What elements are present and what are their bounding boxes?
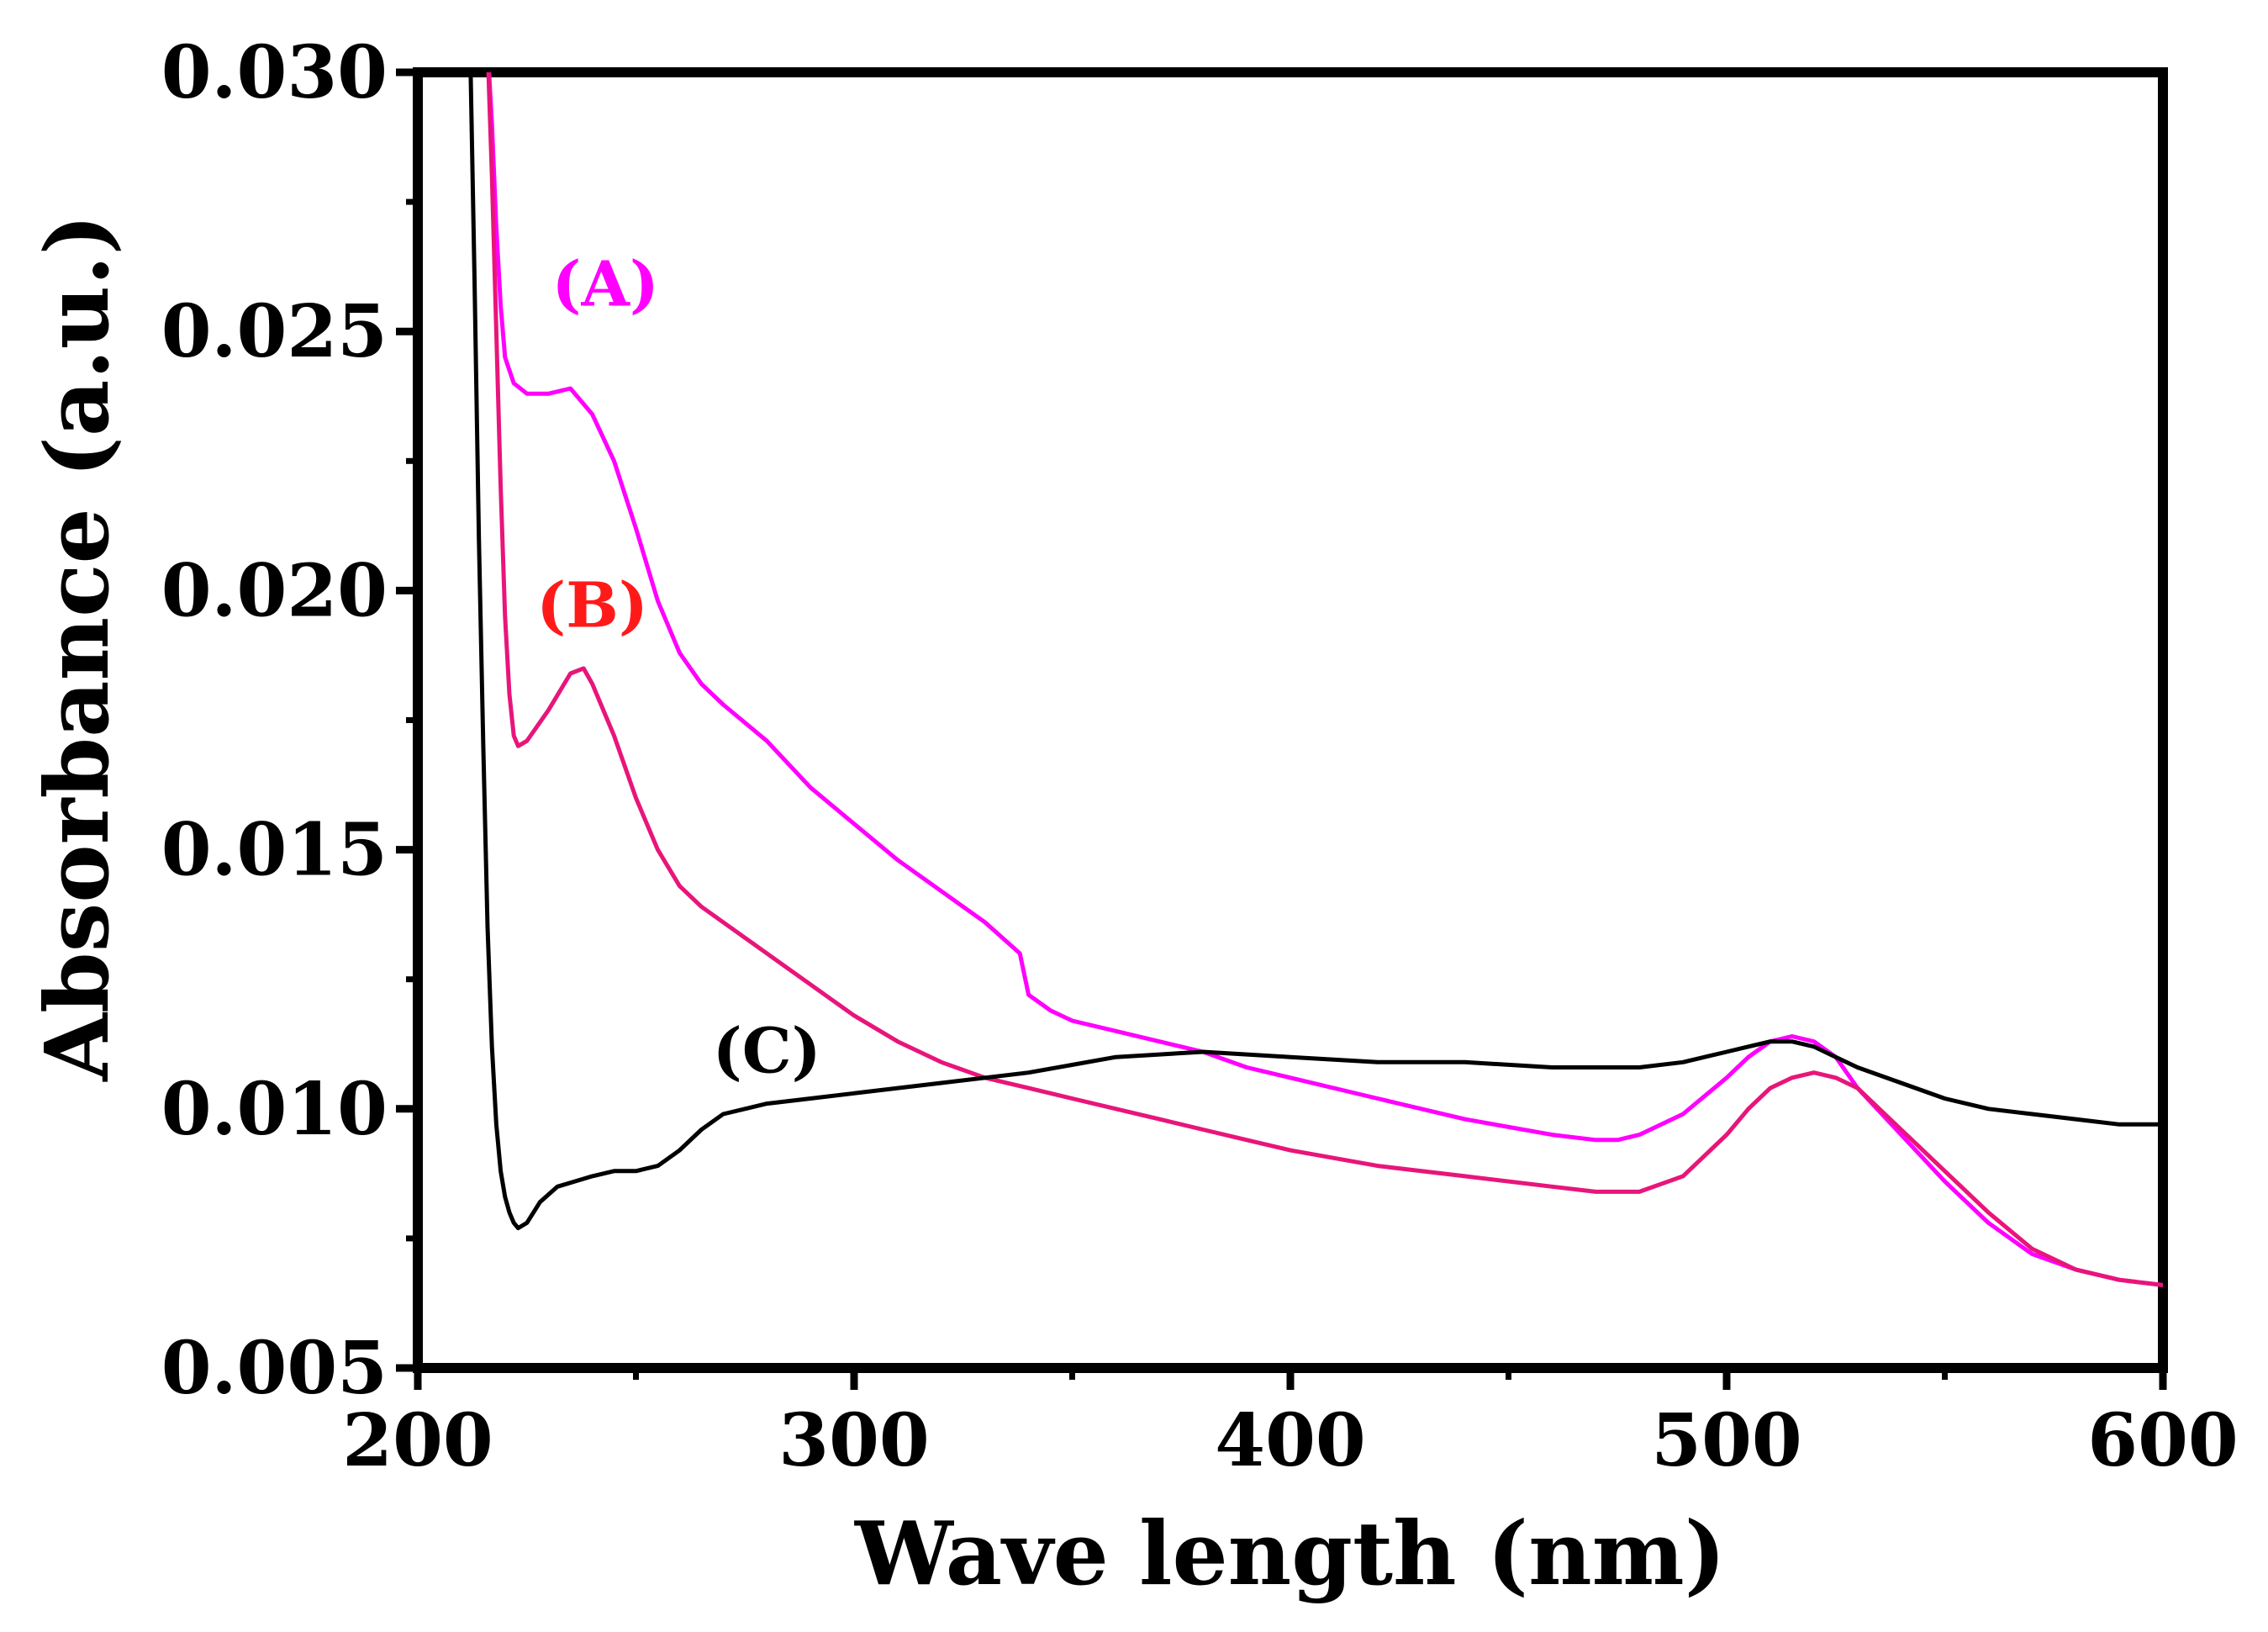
- series-line-a: [487, 72, 2163, 1287]
- y-tick-label: 0.025: [161, 289, 388, 374]
- x-axis-title: Wave length (nm): [854, 1502, 1726, 1605]
- x-tick-label: 600: [2087, 1398, 2239, 1483]
- x-axis: 200 300 400 500 600: [342, 1368, 2239, 1483]
- y-tick-label: 0.030: [161, 30, 388, 115]
- series-line-c: [468, 72, 2163, 1231]
- y-tick-label: 0.005: [161, 1326, 388, 1411]
- y-tick-label: 0.020: [161, 548, 388, 633]
- series-label-b: (B): [536, 570, 648, 642]
- y-tick-label: 0.015: [161, 808, 388, 893]
- y-axis-title: Absorbance (a.u.): [25, 214, 129, 1081]
- x-tick-label: 500: [1651, 1398, 1802, 1483]
- series-line-b: [486, 72, 2163, 1287]
- y-tick-label: 0.010: [161, 1067, 388, 1152]
- x-tick-label: 400: [1215, 1398, 1366, 1483]
- y-axis: 0.005 0.010 0.015 0.020 0.025 0.030: [161, 30, 418, 1411]
- x-tick-label: 300: [778, 1398, 930, 1483]
- series-layer: [468, 72, 2163, 1287]
- plot-frame: [413, 67, 2168, 1373]
- series-label-c: (C): [713, 1016, 821, 1088]
- x-tick-label: 200: [342, 1398, 493, 1483]
- series-label-a: (A): [551, 248, 658, 320]
- series-labels: (A) (B) (C): [536, 248, 820, 1087]
